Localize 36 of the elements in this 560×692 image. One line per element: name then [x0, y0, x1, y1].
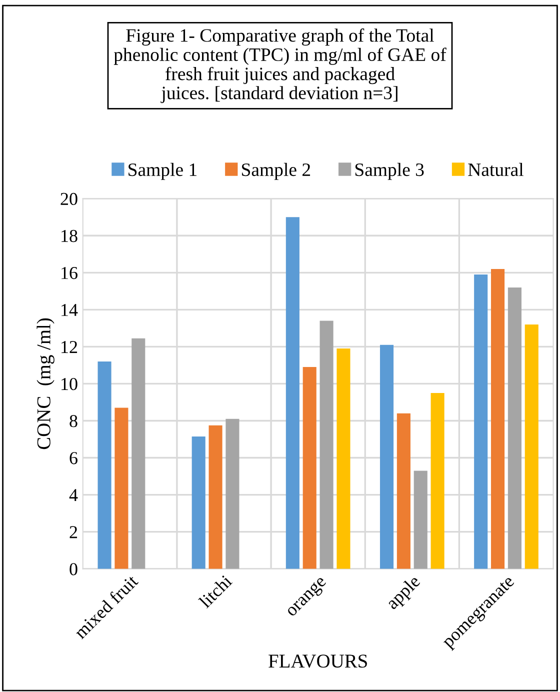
bar: [396, 413, 410, 569]
bar: [524, 324, 538, 569]
legend-label: Sample 2: [242, 162, 310, 180]
bar: [336, 348, 350, 569]
y-tick-label: 6: [70, 452, 78, 464]
y-tick-label: 0: [70, 563, 78, 576]
y-tick-label: 20: [60, 192, 78, 206]
y-tick-label: 18: [62, 230, 78, 242]
x-axis-title: FLAVOURS: [268, 654, 367, 668]
y-tick-label: 2: [70, 526, 78, 538]
bar: [414, 470, 428, 569]
chart-title: Figure 1- Comparative graph of the Total phenolic content (TPC) in mg/ml of GAE of fresh fruit juices and packaged juices. [standard deviation n=3]: [114, 28, 446, 104]
y-tick-label: 10: [62, 378, 78, 390]
bar: [320, 320, 334, 569]
bar: [302, 367, 316, 569]
y-tick-label: 12: [62, 341, 78, 353]
y-tick-label: 14: [62, 304, 78, 316]
bar: [226, 418, 240, 569]
bar: [508, 287, 522, 569]
bar: [98, 362, 112, 569]
bar: [132, 338, 146, 569]
bar: [192, 436, 206, 569]
y-tick-label: 8: [70, 414, 78, 428]
legend-label: Natural: [468, 162, 524, 176]
bar: [208, 425, 222, 569]
y-tick-label: 4: [69, 489, 78, 502]
bar: [430, 392, 444, 569]
y-axis-title: CONC (mg /ml): [36, 318, 54, 450]
legend-label: Sample 3: [355, 162, 424, 180]
y-tick-label: 16: [62, 266, 78, 280]
bar: [474, 274, 488, 569]
legend-label: Sample 1: [128, 162, 197, 180]
bar: [114, 408, 128, 569]
bar: [491, 268, 505, 569]
bar: [380, 344, 394, 569]
bar: [286, 217, 300, 569]
